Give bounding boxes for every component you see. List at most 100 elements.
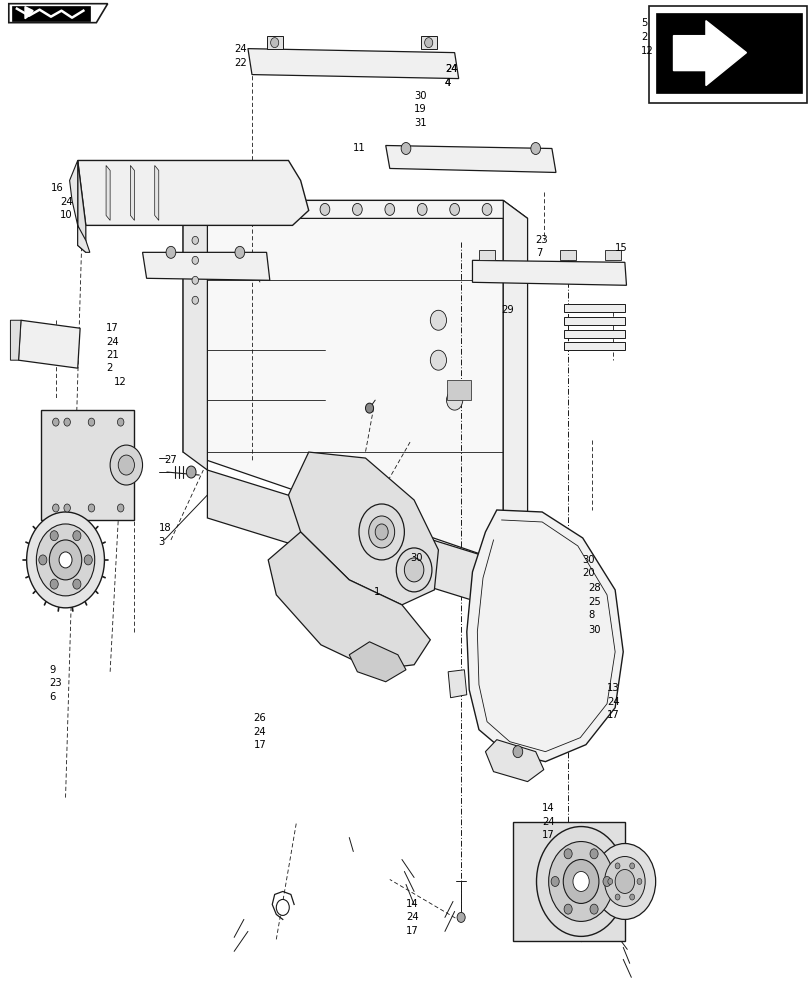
Circle shape <box>424 38 432 48</box>
Circle shape <box>401 142 410 154</box>
Circle shape <box>615 894 620 900</box>
Circle shape <box>430 350 446 370</box>
Circle shape <box>564 849 572 859</box>
Circle shape <box>564 904 572 914</box>
Text: 21: 21 <box>106 350 118 360</box>
Circle shape <box>615 869 634 893</box>
Polygon shape <box>485 740 543 782</box>
Polygon shape <box>25 7 33 19</box>
Text: 31: 31 <box>414 118 427 128</box>
Circle shape <box>430 310 446 330</box>
Circle shape <box>53 504 59 512</box>
Polygon shape <box>131 165 135 220</box>
Circle shape <box>384 203 394 215</box>
Text: 24: 24 <box>106 337 118 347</box>
Polygon shape <box>78 160 86 252</box>
Circle shape <box>513 746 522 758</box>
Text: 23: 23 <box>535 235 547 245</box>
Circle shape <box>457 912 465 922</box>
Circle shape <box>446 390 462 410</box>
Polygon shape <box>143 252 269 280</box>
Circle shape <box>50 579 58 589</box>
Text: 18: 18 <box>159 523 171 533</box>
Polygon shape <box>564 317 624 325</box>
Circle shape <box>287 203 297 215</box>
Text: 4: 4 <box>444 78 450 88</box>
Text: 24: 24 <box>234 44 247 54</box>
Circle shape <box>110 445 143 485</box>
Text: 24: 24 <box>607 697 619 707</box>
Polygon shape <box>560 250 576 260</box>
Circle shape <box>64 418 71 426</box>
Polygon shape <box>182 200 207 470</box>
Polygon shape <box>288 452 438 605</box>
Polygon shape <box>420 36 436 49</box>
Circle shape <box>358 504 404 560</box>
Circle shape <box>50 531 58 541</box>
Text: 19: 19 <box>414 104 427 114</box>
Circle shape <box>186 466 195 478</box>
Text: 12: 12 <box>641 46 653 56</box>
Circle shape <box>368 516 394 548</box>
Text: 3: 3 <box>159 537 165 547</box>
Text: 8: 8 <box>588 610 594 620</box>
Text: 24: 24 <box>444 64 457 74</box>
Text: 15: 15 <box>615 243 627 253</box>
Circle shape <box>604 857 644 906</box>
Circle shape <box>73 579 81 589</box>
Polygon shape <box>12 6 90 21</box>
Text: 9: 9 <box>49 665 56 675</box>
Circle shape <box>191 296 198 304</box>
Circle shape <box>615 863 620 869</box>
Text: 22: 22 <box>234 58 247 68</box>
Text: 11: 11 <box>353 143 366 153</box>
Polygon shape <box>478 250 495 260</box>
Polygon shape <box>266 36 282 49</box>
Circle shape <box>590 849 598 859</box>
Polygon shape <box>155 165 159 220</box>
Text: 2: 2 <box>641 32 646 42</box>
Circle shape <box>530 142 540 154</box>
Circle shape <box>482 203 491 215</box>
Text: 26: 26 <box>253 713 266 723</box>
Text: 2: 2 <box>106 363 112 373</box>
Text: 24: 24 <box>406 912 418 922</box>
Polygon shape <box>448 670 466 698</box>
Text: 24: 24 <box>542 817 554 827</box>
Circle shape <box>39 555 47 565</box>
Circle shape <box>255 203 264 215</box>
Polygon shape <box>9 4 108 23</box>
Text: 30: 30 <box>588 625 600 635</box>
Circle shape <box>629 863 634 869</box>
Circle shape <box>548 842 613 921</box>
Circle shape <box>64 504 71 512</box>
Polygon shape <box>349 642 406 682</box>
Text: 24: 24 <box>253 727 266 737</box>
Circle shape <box>396 548 431 592</box>
Circle shape <box>53 418 59 426</box>
Circle shape <box>36 524 95 596</box>
Polygon shape <box>385 145 556 172</box>
Circle shape <box>629 894 634 900</box>
Circle shape <box>573 871 589 891</box>
Polygon shape <box>207 470 503 610</box>
Circle shape <box>594 844 654 919</box>
Polygon shape <box>466 510 623 762</box>
Polygon shape <box>70 160 90 252</box>
Circle shape <box>417 203 427 215</box>
Circle shape <box>449 203 459 215</box>
Circle shape <box>59 552 72 568</box>
Polygon shape <box>564 330 624 338</box>
Polygon shape <box>182 200 527 218</box>
Text: 13: 13 <box>607 683 619 693</box>
Text: 30: 30 <box>414 91 426 101</box>
Polygon shape <box>41 410 135 520</box>
Circle shape <box>563 859 599 903</box>
Text: 12: 12 <box>114 377 127 387</box>
Polygon shape <box>513 822 624 941</box>
Text: 17: 17 <box>106 323 118 333</box>
Circle shape <box>234 246 244 258</box>
Text: 24: 24 <box>444 64 457 74</box>
Text: 17: 17 <box>253 740 266 750</box>
Text: 24: 24 <box>60 197 72 207</box>
